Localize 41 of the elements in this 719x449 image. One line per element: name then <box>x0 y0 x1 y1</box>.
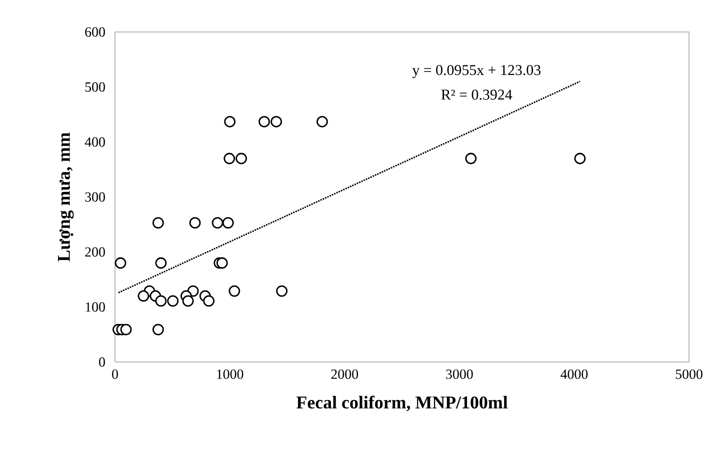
point <box>152 324 164 336</box>
y-tick-label: 500 <box>85 82 105 92</box>
x-tick-label: 5000 <box>676 370 702 379</box>
y-tick-label: 400 <box>84 137 105 147</box>
point <box>222 217 234 229</box>
point <box>203 295 214 307</box>
y-tick-label: 600 <box>85 27 105 37</box>
point <box>465 152 477 164</box>
point <box>120 324 132 336</box>
point <box>212 217 224 229</box>
y-tick-label: 200 <box>85 247 105 257</box>
point <box>270 116 282 128</box>
x-axis-title: Fecal coliform, MNP/100ml <box>296 396 508 412</box>
point <box>228 285 240 297</box>
x-tick-label: 0 <box>112 370 118 379</box>
point <box>236 152 247 164</box>
point <box>224 152 236 164</box>
x-tick-label: 3000 <box>446 370 473 379</box>
point <box>224 116 236 128</box>
point <box>152 217 164 229</box>
point <box>216 257 228 269</box>
y-axis-title: Lượng mưa, mm <box>58 132 74 262</box>
point <box>276 285 288 297</box>
annotation: R² = 0.3924 <box>441 90 512 100</box>
point <box>155 257 167 269</box>
point <box>114 257 126 269</box>
point <box>189 217 201 229</box>
annotation: y = 0.0955x + 123.03 <box>412 65 541 78</box>
point <box>155 295 167 307</box>
x-tick-label: 4000 <box>560 370 588 379</box>
x-tick-label: 1000 <box>217 370 244 379</box>
y-tick-label: 300 <box>85 192 105 202</box>
x-tick-label: 2000 <box>331 370 358 379</box>
point <box>574 152 586 164</box>
point <box>316 116 328 128</box>
y-tick-label: 100 <box>86 302 105 312</box>
point <box>182 295 194 307</box>
point <box>258 116 270 128</box>
y-tick-label: 0 <box>99 357 105 367</box>
point <box>138 290 150 302</box>
point <box>167 295 179 307</box>
